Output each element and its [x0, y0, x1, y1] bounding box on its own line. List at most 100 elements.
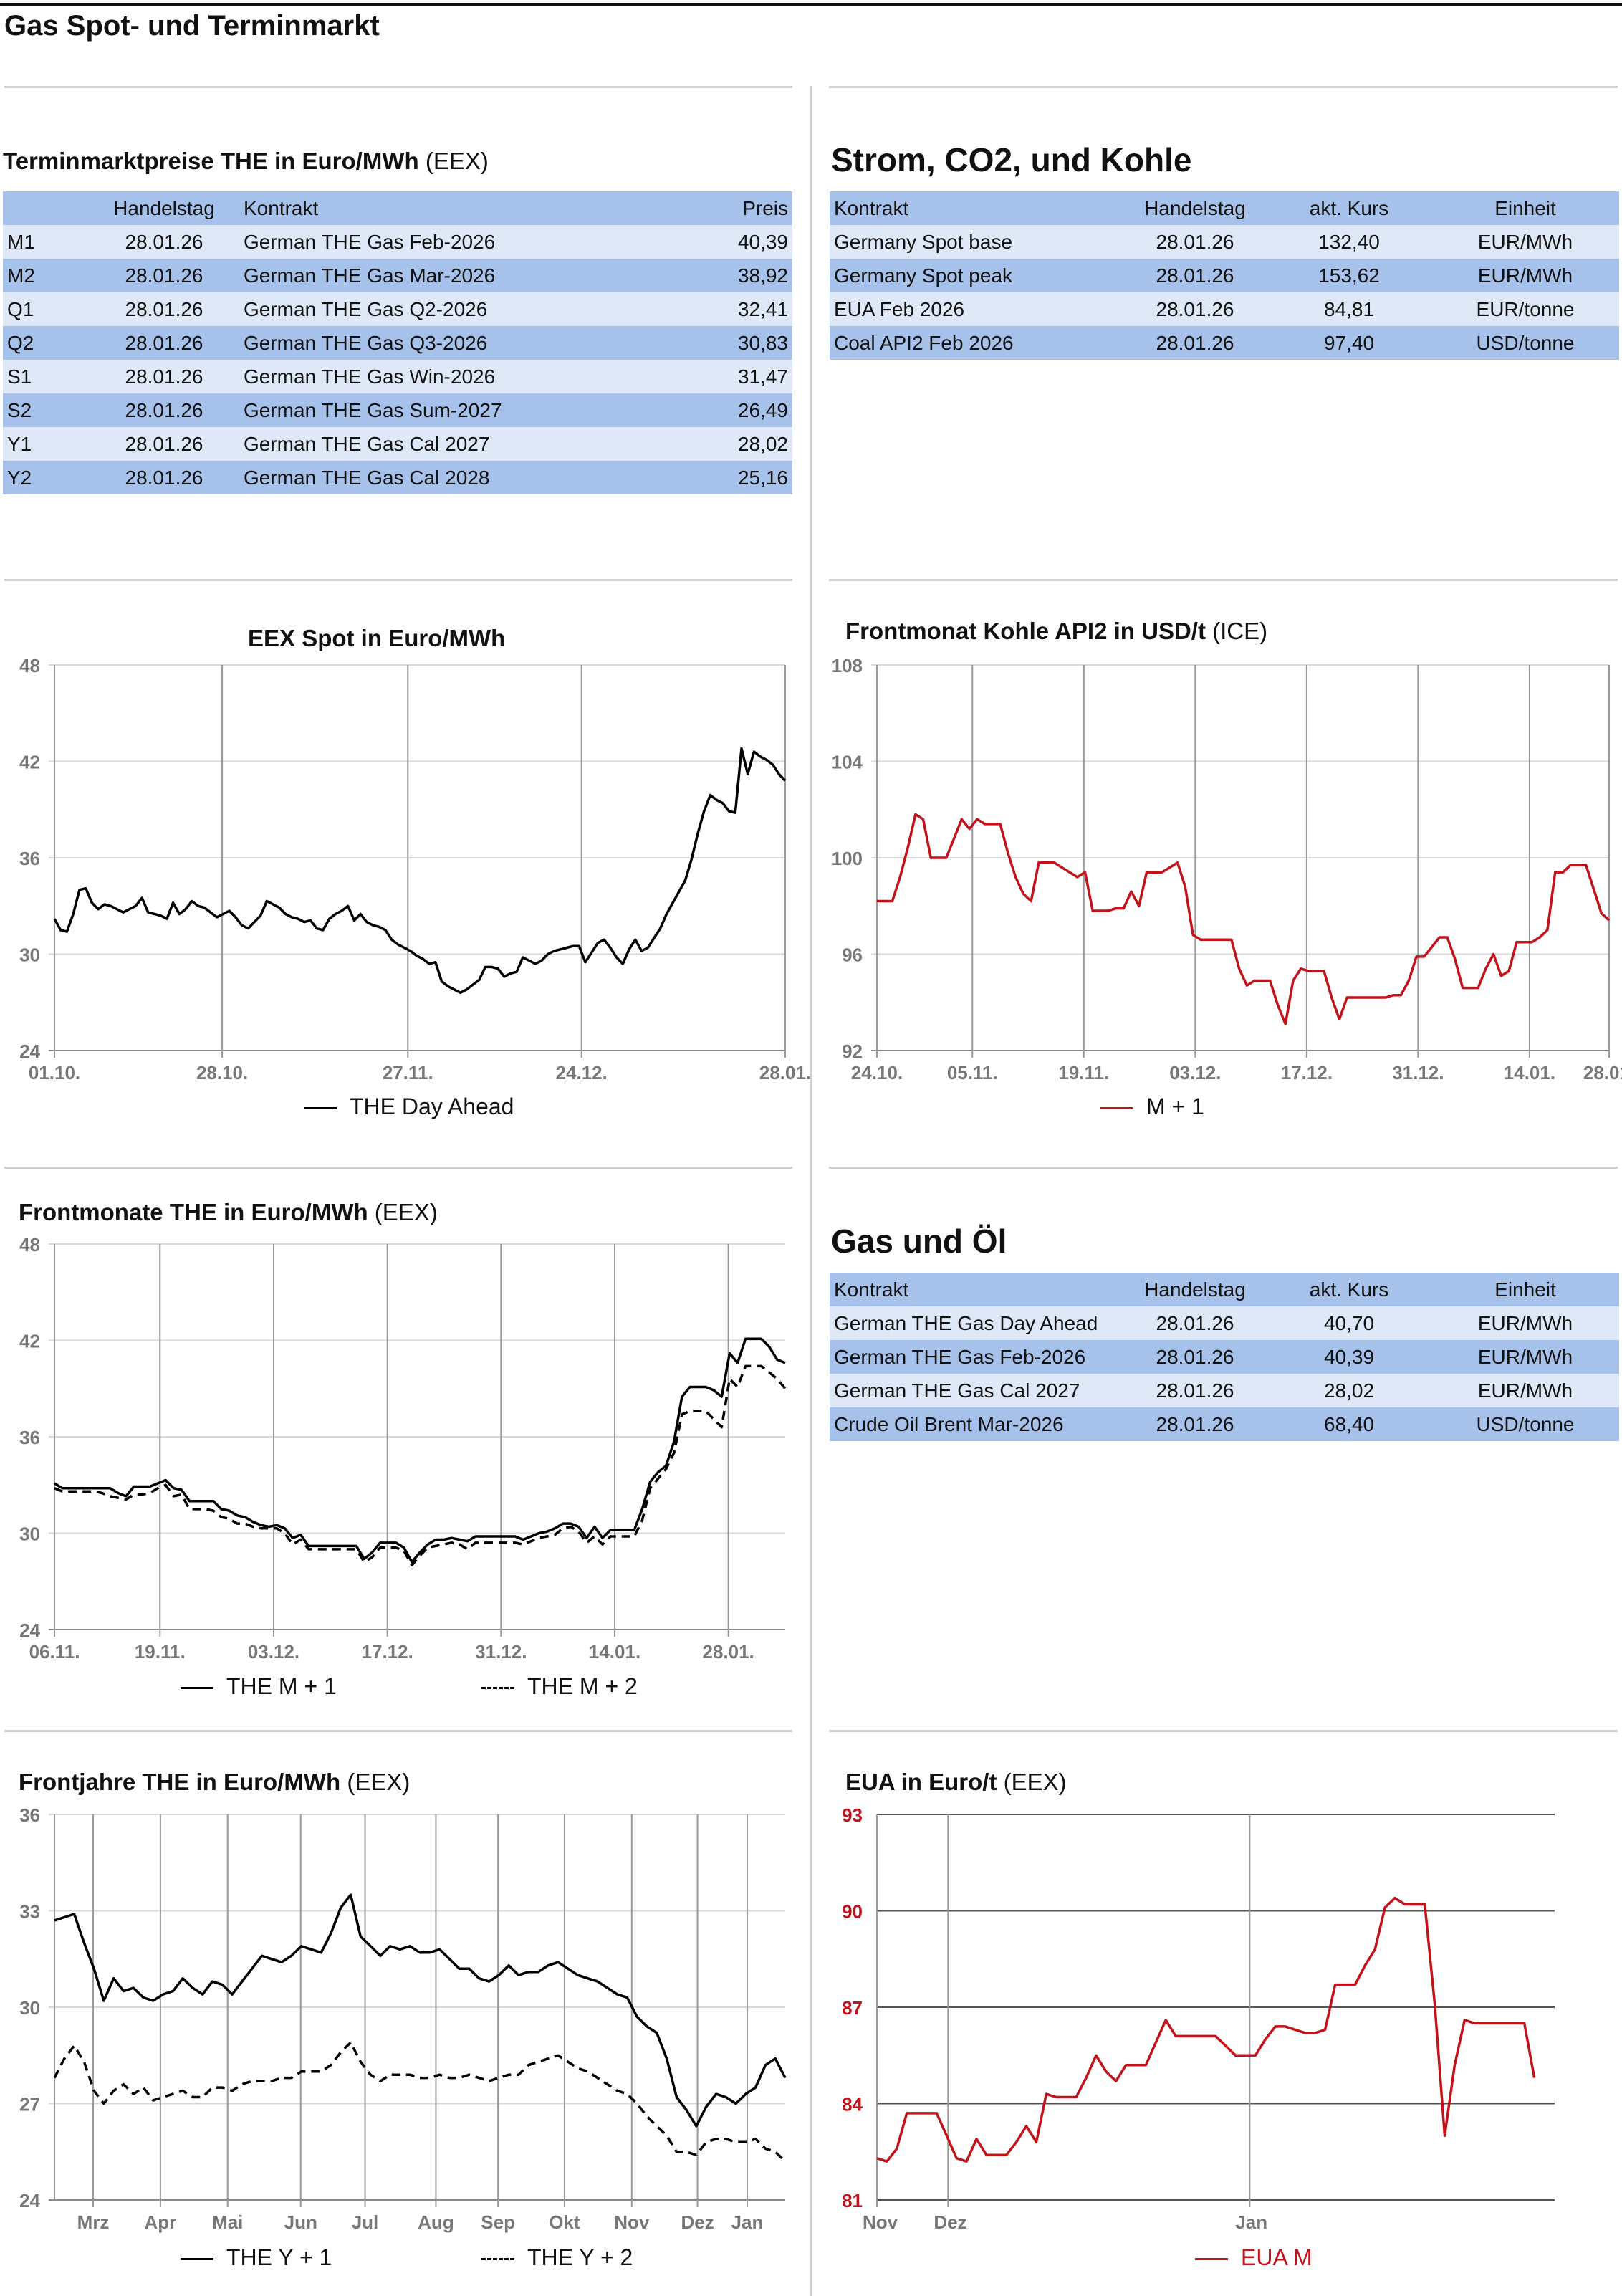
- x-tick-label: Dez: [681, 2211, 714, 2233]
- gasoel-cell: EUR/MWh: [1431, 1340, 1619, 1374]
- x-tick-label: 28.01.: [1583, 1062, 1622, 1084]
- termin-cell: 28.01.26: [89, 360, 239, 393]
- x-tick-label: Mrz: [77, 2211, 110, 2233]
- termin-cell: M2: [3, 259, 89, 292]
- termin-cell: 30,83: [669, 326, 792, 360]
- termin-cell: 28,02: [669, 427, 792, 461]
- x-tick-label: 14.01.: [589, 1641, 640, 1663]
- legend-label: THE M + 2: [527, 1673, 638, 1699]
- x-tick-label: Jan: [731, 2211, 764, 2233]
- divider-top-left: [4, 86, 792, 88]
- termin-cell: S1: [3, 360, 89, 393]
- termin-cell: 32,41: [669, 292, 792, 326]
- termin-cell: 31,47: [669, 360, 792, 393]
- x-tick-label: 14.01.: [1504, 1062, 1555, 1084]
- top-rule: [0, 3, 1622, 6]
- termin-header-cell: Preis: [669, 191, 792, 225]
- y-tick-label: 84: [842, 2094, 863, 2115]
- strom-cell: EUR/MWh: [1431, 225, 1619, 259]
- gasoel-cell: 28,02: [1267, 1374, 1431, 1407]
- y-tick-label: 24: [19, 1041, 40, 1062]
- termin-row: S2 28.01.26 German THE Gas Sum-2027 26,49: [3, 393, 792, 427]
- spot-title-text: EEX Spot in Euro/MWh: [248, 625, 506, 651]
- termin-cell: German THE Gas Win-2026: [239, 360, 669, 393]
- termin-cell: 40,39: [669, 225, 792, 259]
- gasoel-cell: 28.01.26: [1123, 1407, 1267, 1441]
- y-tick-label: 33: [19, 1901, 40, 1923]
- kohle-legend: M + 1: [1100, 1094, 1204, 1120]
- termin-cell: 26,49: [669, 393, 792, 427]
- legend-label: THE M + 1: [226, 1673, 337, 1699]
- termin-cell: S2: [3, 393, 89, 427]
- legend-solid-line: [181, 1687, 213, 1690]
- termin-row: Y2 28.01.26 German THE Gas Cal 2028 25,16: [3, 461, 792, 494]
- gasoel-header-cell: Kontrakt: [830, 1273, 1123, 1306]
- frontmonate-legend-m2: THE M + 2: [481, 1673, 638, 1700]
- termin-cell: 25,16: [669, 461, 792, 494]
- strom-row: Germany Spot base 28.01.26 132,40 EUR/MWh: [830, 225, 1619, 259]
- termin-cell: Y2: [3, 461, 89, 494]
- termin-cell: M1: [3, 225, 89, 259]
- legend-solid-line: [181, 2258, 213, 2261]
- y-tick-label: 87: [842, 1997, 863, 2019]
- y-tick-label: 36: [19, 848, 40, 869]
- y-tick-label: 30: [19, 1524, 40, 1545]
- x-tick-label: 27.11.: [383, 1062, 433, 1084]
- termin-cell: 28.01.26: [89, 259, 239, 292]
- x-tick-label: 17.12.: [1281, 1062, 1333, 1084]
- strom-row: Coal API2 Feb 2026 28.01.26 97,40 USD/tonne: [830, 326, 1619, 360]
- frontjahre-legend-y1: THE Y + 1: [181, 2244, 332, 2271]
- x-tick-label: Okt: [549, 2211, 580, 2233]
- termin-cell: Q1: [3, 292, 89, 326]
- termin-source: (EEX): [425, 148, 489, 174]
- strom-cell: EUA Feb 2026: [830, 292, 1123, 326]
- strom-title: Strom, CO2, und Kohle: [831, 141, 1192, 178]
- strom-header-row: Kontrakt Handelstag akt. Kurs Einheit: [830, 191, 1619, 225]
- kohle-source: (ICE): [1212, 618, 1268, 644]
- x-tick-label: 19.11.: [1058, 1062, 1109, 1084]
- x-tick-label: Jul: [352, 2211, 379, 2233]
- gasoel-row: German THE Gas Feb-2026 28.01.26 40,39 EUR/…: [830, 1340, 1619, 1374]
- strom-cell: Coal API2 Feb 2026: [830, 326, 1123, 360]
- termin-cell: 28.01.26: [89, 393, 239, 427]
- termin-row: Q2 28.01.26 German THE Gas Q3-2026 30,83: [3, 326, 792, 360]
- divider-top-right: [829, 86, 1618, 88]
- x-tick-label: 06.11.: [29, 1641, 80, 1663]
- termin-cell: 28.01.26: [89, 225, 239, 259]
- x-tick-label: Jun: [284, 2211, 317, 2233]
- divider-vertical: [810, 86, 812, 2296]
- gasoel-cell: USD/tonne: [1431, 1407, 1619, 1441]
- x-tick-label: 28.01.: [702, 1641, 754, 1663]
- strom-cell: 28.01.26: [1123, 326, 1267, 360]
- strom-cell: 28.01.26: [1123, 225, 1267, 259]
- termin-cell: Y1: [3, 427, 89, 461]
- x-tick-label: 03.12.: [1169, 1062, 1221, 1084]
- termin-cell: German THE Gas Q2-2026: [239, 292, 669, 326]
- kohle-title-text: Frontmonat Kohle API2 in USD/t: [845, 618, 1206, 644]
- termin-cell: German THE Gas Q3-2026: [239, 326, 669, 360]
- termin-cell: 28.01.26: [89, 461, 239, 494]
- gasoel-table: Kontrakt Handelstag akt. Kurs Einheit Ge…: [830, 1273, 1619, 1441]
- gasoel-cell: Crude Oil Brent Mar-2026: [830, 1407, 1123, 1441]
- termin-row: Q1 28.01.26 German THE Gas Q2-2026 32,41: [3, 292, 792, 326]
- x-tick-label: 24.12.: [556, 1062, 608, 1084]
- strom-cell: 28.01.26: [1123, 259, 1267, 292]
- gasoel-cell: German THE Gas Cal 2027: [830, 1374, 1123, 1407]
- y-tick-label: 30: [19, 1997, 40, 2019]
- x-tick-label: 01.10.: [29, 1062, 80, 1084]
- y-tick-label: 108: [832, 655, 863, 676]
- legend-dashed-line: [481, 1687, 514, 1690]
- x-tick-label: 31.12.: [1392, 1062, 1444, 1084]
- x-tick-label: Aug: [418, 2211, 454, 2233]
- spot-chart-title: EEX Spot in Euro/MWh: [248, 625, 505, 652]
- strom-row: EUA Feb 2026 28.01.26 84,81 EUR/tonne: [830, 292, 1619, 326]
- frontjahre-legend-y2: THE Y + 2: [481, 2244, 633, 2271]
- x-tick-label: Sep: [481, 2211, 515, 2233]
- gasoel-row: Crude Oil Brent Mar-2026 28.01.26 68,40 USD…: [830, 1407, 1619, 1441]
- termin-row: M1 28.01.26 German THE Gas Feb-2026 40,39: [3, 225, 792, 259]
- x-tick-label: 05.11.: [947, 1062, 998, 1084]
- x-tick-label: Dez: [934, 2211, 966, 2233]
- strom-cell: Germany Spot base: [830, 225, 1123, 259]
- y-tick-label: 24: [19, 2190, 40, 2211]
- y-tick-label: 36: [19, 1427, 40, 1448]
